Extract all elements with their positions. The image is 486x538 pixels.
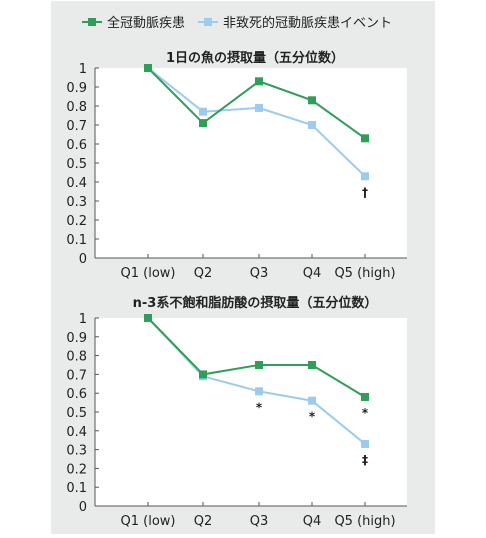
x-tick-label: Q4 xyxy=(303,514,322,529)
x-tick-label: Q4 xyxy=(303,266,322,281)
significance-marker: * xyxy=(362,406,369,420)
x-tick-label: Q3 xyxy=(250,266,269,281)
legend-label-nonfatal: 非致死的冠動脈疾患イベント xyxy=(223,15,392,31)
y-tick-label: 0.3 xyxy=(66,444,87,459)
y-tick-label: 0.2 xyxy=(66,462,87,477)
charts: 1日の魚の摂取量（五分位数） 0 0.1 0.2 0.3 0.4 0.5 0.6 0.7 0.8 0… xyxy=(66,50,407,529)
y-tick-label: 0.6 xyxy=(66,387,87,402)
data-point xyxy=(144,314,152,322)
data-point xyxy=(199,370,207,379)
legend-label-all: 全冠動脈疾患 xyxy=(107,15,185,31)
x-tick-label: Q5 (high) xyxy=(334,266,395,281)
significance-marker: † xyxy=(362,185,368,199)
y-tick-label: 0.7 xyxy=(66,119,87,134)
legend-marker-all xyxy=(88,18,96,26)
data-point xyxy=(308,96,316,105)
y-tick-label: 0.2 xyxy=(66,214,87,229)
chart-svg: 全冠動脈疾患 非致死的冠動脈疾患イベント 1日の魚の摂取量（五分位数） 0 0.1 0… xyxy=(66,15,407,529)
y-tick-label: 0.8 xyxy=(66,100,87,115)
y-tick-label: 0.4 xyxy=(66,425,87,440)
y-tick-label: 0.9 xyxy=(66,331,87,346)
x-tick-label: Q3 xyxy=(250,514,269,529)
y-tick-label: 0.5 xyxy=(66,406,87,421)
significance-marker: ‡ xyxy=(362,453,368,467)
x-tick-label: Q2 xyxy=(194,266,213,281)
y-tick-label: 0.8 xyxy=(66,350,87,365)
data-point xyxy=(144,64,152,72)
data-point xyxy=(255,77,263,86)
data-point xyxy=(308,396,316,405)
plot-area xyxy=(95,68,407,258)
significance-marker: * xyxy=(256,400,263,414)
y-tick-label: 0.1 xyxy=(66,481,87,496)
figure-panel: 全冠動脈疾患 非致死的冠動脈疾患イベント 1日の魚の摂取量（五分位数） 0 0.1 0… xyxy=(51,1,435,534)
x-tick-label: Q5 (high) xyxy=(334,514,395,529)
data-point xyxy=(308,121,316,129)
data-point xyxy=(361,392,369,401)
significance-marker: * xyxy=(309,410,316,424)
data-point xyxy=(255,361,263,369)
chart-1: 1日の魚の摂取量（五分位数） 0 0.1 0.2 0.3 0.4 0.5 0.6 0.7 0.8 0… xyxy=(66,50,407,281)
y-tick-label: 0.3 xyxy=(66,195,87,210)
y-tick-label: 1 xyxy=(79,62,87,77)
legend-marker-nonfatal xyxy=(204,18,212,26)
y-tick-label: 0.7 xyxy=(66,368,87,383)
y-tick-label: 0.5 xyxy=(66,157,87,172)
data-point xyxy=(199,119,207,128)
data-point xyxy=(361,439,369,448)
y-tick-label: 0 xyxy=(79,252,87,267)
data-point xyxy=(199,107,207,116)
y-tick-label: 0.6 xyxy=(66,138,87,153)
plot-area xyxy=(95,318,407,506)
data-point xyxy=(255,387,263,396)
y-tick-label: 0 xyxy=(79,500,87,515)
y-tick-label: 0.1 xyxy=(66,233,87,248)
data-point xyxy=(361,172,369,181)
chart-title: n-3系不飽和脂肪酸の摂取量（五分位数） xyxy=(133,295,378,311)
data-point xyxy=(361,134,369,143)
y-tick-label: 0.9 xyxy=(66,81,87,96)
data-point xyxy=(308,361,316,369)
y-tick-label: 1 xyxy=(79,312,87,327)
legend: 全冠動脈疾患 非致死的冠動脈疾患イベント xyxy=(82,15,392,31)
data-point xyxy=(255,103,263,112)
chart-title: 1日の魚の摂取量（五分位数） xyxy=(166,50,344,66)
x-tick-label: Q2 xyxy=(194,514,213,529)
y-tick-label: 0.4 xyxy=(66,176,87,191)
x-tick-label: Q1 (low) xyxy=(121,266,176,281)
chart-2: n-3系不飽和脂肪酸の摂取量（五分位数） 0 0.1 0.2 0.3 0.4 0.5 0.6 0… xyxy=(66,295,407,529)
x-tick-label: Q1 (low) xyxy=(121,514,176,529)
